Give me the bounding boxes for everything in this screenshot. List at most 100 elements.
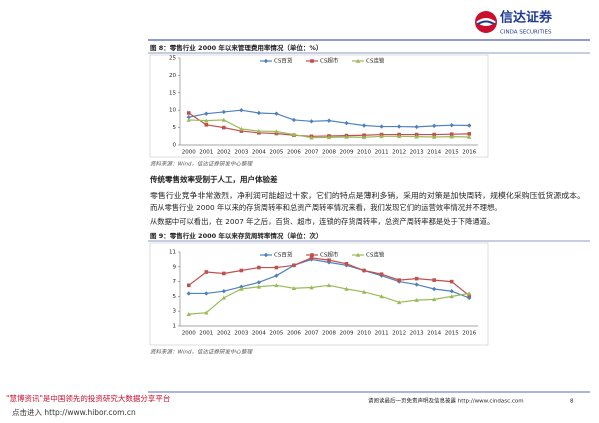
marker <box>449 279 454 284</box>
x-tick-label: 2007 <box>304 331 318 337</box>
marker <box>204 270 209 274</box>
marker <box>396 300 402 305</box>
legend-label: CS百货 <box>274 251 293 259</box>
x-tick-label: 2011 <box>375 150 389 156</box>
x-tick-label: 2009 <box>340 331 354 337</box>
marker <box>239 286 244 291</box>
marker <box>344 286 349 291</box>
x-tick-label: 2015 <box>445 331 459 337</box>
marker <box>362 268 366 273</box>
marker <box>256 110 262 116</box>
marker <box>291 117 297 123</box>
x-tick-label: 2009 <box>340 150 354 156</box>
marker <box>396 134 402 139</box>
marker <box>467 132 472 136</box>
marker <box>204 123 209 127</box>
marker <box>397 278 401 282</box>
marker <box>291 286 297 291</box>
x-tick-label: 2005 <box>269 331 283 337</box>
figure-caption: 图 8：零售行业 2000 年以来管理费用率情况（单位：%） <box>150 43 322 52</box>
legend-label: CS连锁 <box>366 251 385 259</box>
legend-label: CS超市 <box>320 57 339 65</box>
page-number: 8 <box>570 399 574 405</box>
marker <box>379 294 384 299</box>
x-tick-label: 2010 <box>357 150 371 156</box>
footer-disclaimer: 请阅读最后一页免责声明及信息披露 http://www.cindasc.com <box>368 397 524 405</box>
marker <box>309 119 314 124</box>
chart-frame <box>149 242 489 346</box>
x-tick-label: 2013 <box>410 150 424 156</box>
marker <box>467 293 472 298</box>
marker <box>263 58 269 64</box>
y-tick-label: 10 <box>169 108 176 114</box>
marker <box>221 109 227 115</box>
marker <box>414 282 419 287</box>
marker <box>221 295 227 300</box>
x-tick-label: 2001 <box>199 331 213 337</box>
marker <box>221 289 227 294</box>
series-line <box>188 112 470 137</box>
section-heading: 传统零售效率受制于人工，用户体验差 <box>149 174 278 184</box>
marker <box>186 111 191 115</box>
marker <box>379 272 384 276</box>
marker <box>256 280 262 285</box>
marker <box>274 273 279 278</box>
x-tick-label: 2011 <box>375 331 389 337</box>
marker <box>186 283 191 288</box>
marker <box>239 126 244 131</box>
x-tick-label: 2007 <box>304 150 318 156</box>
marker <box>222 271 226 276</box>
marker <box>274 129 279 134</box>
marker <box>221 117 227 122</box>
marker <box>449 122 454 128</box>
series-line <box>188 258 470 299</box>
figure-caption: 图 9：零售行业 2000 年以来存货周转率情况（单位：次） <box>150 231 322 240</box>
x-tick-label: 2016 <box>462 331 476 337</box>
paragraph-line: 而从零售行业 2000 年以来的存货周转率和总资产周转率情况来看，我们发现它们的… <box>150 203 502 212</box>
marker <box>344 262 349 266</box>
marker <box>256 284 262 289</box>
marker <box>274 265 279 270</box>
source-note: 资料来源：Wind，信达证券研发中心整理 <box>150 349 253 356</box>
marker <box>292 263 296 268</box>
marker <box>467 123 472 128</box>
logo-sub: CINDA SECURITIES <box>500 30 552 36</box>
x-tick-label: 2003 <box>234 150 248 156</box>
marker <box>274 283 279 288</box>
marker <box>327 258 331 262</box>
x-tick-label: 2008 <box>322 150 336 156</box>
y-tick-label: 11 <box>169 250 176 256</box>
x-tick-label: 2004 <box>252 331 266 337</box>
marker <box>396 124 402 129</box>
marker <box>467 134 472 139</box>
logo-text: 信达证券 <box>500 10 553 26</box>
x-tick-label: 2012 <box>392 150 406 156</box>
marker <box>432 132 436 137</box>
marker <box>414 276 419 281</box>
marker <box>414 124 419 130</box>
marker <box>361 123 367 128</box>
x-tick-label: 2000 <box>182 150 196 156</box>
y-tick-label: 25 <box>169 56 176 62</box>
marker <box>186 117 191 122</box>
y-tick-label: 15 <box>169 90 176 96</box>
marker <box>414 297 419 302</box>
y-tick-label: 3 <box>173 309 177 315</box>
marker <box>204 111 209 116</box>
x-tick-label: 2012 <box>392 331 406 337</box>
marker <box>239 108 244 113</box>
x-tick-label: 2002 <box>217 150 231 156</box>
marker <box>449 294 454 299</box>
x-tick-label: 2005 <box>269 150 283 156</box>
y-tick-label: 5 <box>173 125 177 131</box>
marker <box>310 59 314 63</box>
marker <box>263 252 269 258</box>
x-tick-label: 2002 <box>217 331 231 337</box>
marker <box>186 114 191 120</box>
x-tick-label: 2003 <box>234 331 248 337</box>
y-tick-label: 9 <box>173 264 177 270</box>
watermark[interactable]: 点击进入 http://www.hibor.com.cn <box>12 407 136 417</box>
marker <box>274 111 279 116</box>
marker <box>449 132 454 137</box>
marker <box>204 118 209 123</box>
